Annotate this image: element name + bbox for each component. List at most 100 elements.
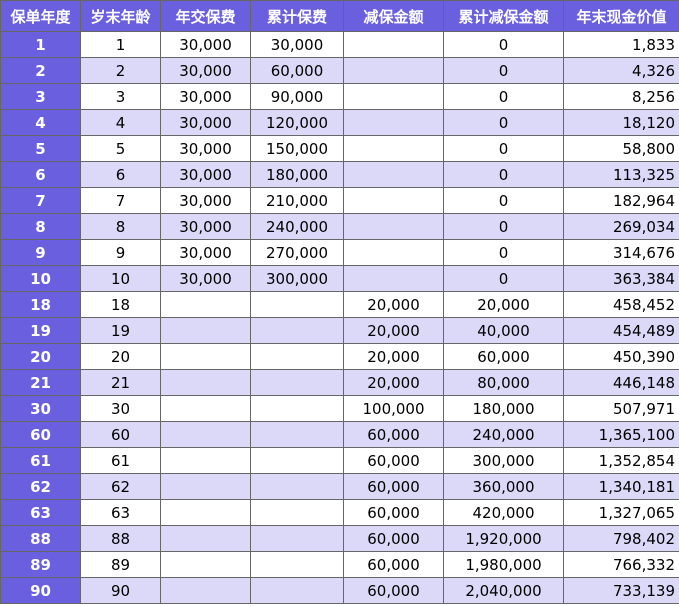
table-cell: [160, 551, 251, 578]
table-cell: 270,000: [250, 239, 344, 266]
table-row: 89 89 60,000 1,980,000 766,332: [0, 551, 679, 578]
table-cell: 0: [443, 265, 564, 292]
header-cell: 年交保费: [160, 0, 251, 32]
table-cell: 0: [443, 239, 564, 266]
table-cell: 20,000: [443, 291, 564, 318]
table-row: 90 90 60,000 2,040,000 733,139: [0, 577, 679, 604]
table-cell: [343, 239, 444, 266]
table-cell: 58,800: [563, 135, 679, 162]
header-cell: 累计保费: [250, 0, 344, 32]
table-cell: [250, 421, 344, 448]
table-cell: [160, 525, 251, 552]
table-cell: [250, 473, 344, 500]
row-header-cell: 8: [0, 213, 81, 240]
table-cell: [343, 57, 444, 84]
table-cell: 1: [80, 31, 161, 58]
table-cell: 30,000: [160, 135, 251, 162]
header-row: 保单年度 岁末年龄 年交保费 累计保费 减保金额 累计减保金额 年末现金价值: [0, 0, 679, 32]
table-cell: 1,352,854: [563, 447, 679, 474]
table-cell: [250, 317, 344, 344]
table-cell: 30,000: [160, 83, 251, 110]
table-cell: 180,000: [250, 161, 344, 188]
table-cell: 6: [80, 161, 161, 188]
table-cell: [343, 109, 444, 136]
table-cell: 100,000: [343, 395, 444, 422]
table-cell: 269,034: [563, 213, 679, 240]
table-cell: [250, 577, 344, 604]
table-cell: 89: [80, 551, 161, 578]
table-row: 62 62 60,000 360,000 1,340,181: [0, 473, 679, 500]
table-cell: [160, 499, 251, 526]
table-cell: 0: [443, 109, 564, 136]
table-cell: 180,000: [443, 395, 564, 422]
table-row: 19 19 20,000 40,000 454,489: [0, 317, 679, 344]
row-header-cell: 10: [0, 265, 81, 292]
table-cell: [160, 421, 251, 448]
table-cell: 10: [80, 265, 161, 292]
table-cell: 90,000: [250, 83, 344, 110]
table-cell: 30,000: [160, 109, 251, 136]
table-row: 9 9 30,000 270,000 0 314,676: [0, 239, 679, 266]
table-cell: [250, 525, 344, 552]
table-cell: 3: [80, 83, 161, 110]
table-cell: 766,332: [563, 551, 679, 578]
table-cell: 1,365,100: [563, 421, 679, 448]
row-header-cell: 5: [0, 135, 81, 162]
table-cell: 61: [80, 447, 161, 474]
table-cell: 150,000: [250, 135, 344, 162]
table-cell: 1,920,000: [443, 525, 564, 552]
table-cell: [250, 395, 344, 422]
table-cell: 60,000: [343, 421, 444, 448]
row-header-cell: 20: [0, 343, 81, 370]
table-cell: 2,040,000: [443, 577, 564, 604]
table-cell: 240,000: [250, 213, 344, 240]
table-cell: [250, 499, 344, 526]
table-cell: 420,000: [443, 499, 564, 526]
table-cell: 90: [80, 577, 161, 604]
row-header-cell: 62: [0, 473, 81, 500]
table-cell: 1,340,181: [563, 473, 679, 500]
table-cell: 733,139: [563, 577, 679, 604]
table-cell: 0: [443, 161, 564, 188]
table-row: 10 10 30,000 300,000 0 363,384: [0, 265, 679, 292]
table-row: 6 6 30,000 180,000 0 113,325: [0, 161, 679, 188]
table-cell: [250, 551, 344, 578]
table-cell: [343, 213, 444, 240]
row-header-cell: 63: [0, 499, 81, 526]
table-cell: [343, 161, 444, 188]
table-cell: 88: [80, 525, 161, 552]
table-cell: 30,000: [160, 265, 251, 292]
table-cell: 21: [80, 369, 161, 396]
table-row: 18 18 20,000 20,000 458,452: [0, 291, 679, 318]
table-cell: 60,000: [343, 525, 444, 552]
row-header-cell: 4: [0, 109, 81, 136]
header-cell: 年末现金价值: [563, 0, 679, 32]
table-cell: 4: [80, 109, 161, 136]
row-header-cell: 61: [0, 447, 81, 474]
table-cell: 63: [80, 499, 161, 526]
table-cell: 182,964: [563, 187, 679, 214]
table-cell: 9: [80, 239, 161, 266]
table-cell: 113,325: [563, 161, 679, 188]
table-cell: [343, 265, 444, 292]
table-cell: 60,000: [343, 577, 444, 604]
table-cell: 60,000: [343, 499, 444, 526]
row-header-cell: 90: [0, 577, 81, 604]
table-row: 63 63 60,000 420,000 1,327,065: [0, 499, 679, 526]
table-cell: 40,000: [443, 317, 564, 344]
table-cell: 8,256: [563, 83, 679, 110]
table-cell: 4,326: [563, 57, 679, 84]
row-header-cell: 21: [0, 369, 81, 396]
table-cell: 300,000: [443, 447, 564, 474]
table-row: 5 5 30,000 150,000 0 58,800: [0, 135, 679, 162]
table-cell: [160, 291, 251, 318]
row-header-cell: 7: [0, 187, 81, 214]
table-cell: [160, 317, 251, 344]
table-row: 88 88 60,000 1,920,000 798,402: [0, 525, 679, 552]
table-row: 8 8 30,000 240,000 0 269,034: [0, 213, 679, 240]
table-cell: 60: [80, 421, 161, 448]
table-cell: 62: [80, 473, 161, 500]
table-cell: 20,000: [343, 317, 444, 344]
table-row: 2 2 30,000 60,000 0 4,326: [0, 57, 679, 84]
header-cell: 保单年度: [0, 0, 81, 32]
